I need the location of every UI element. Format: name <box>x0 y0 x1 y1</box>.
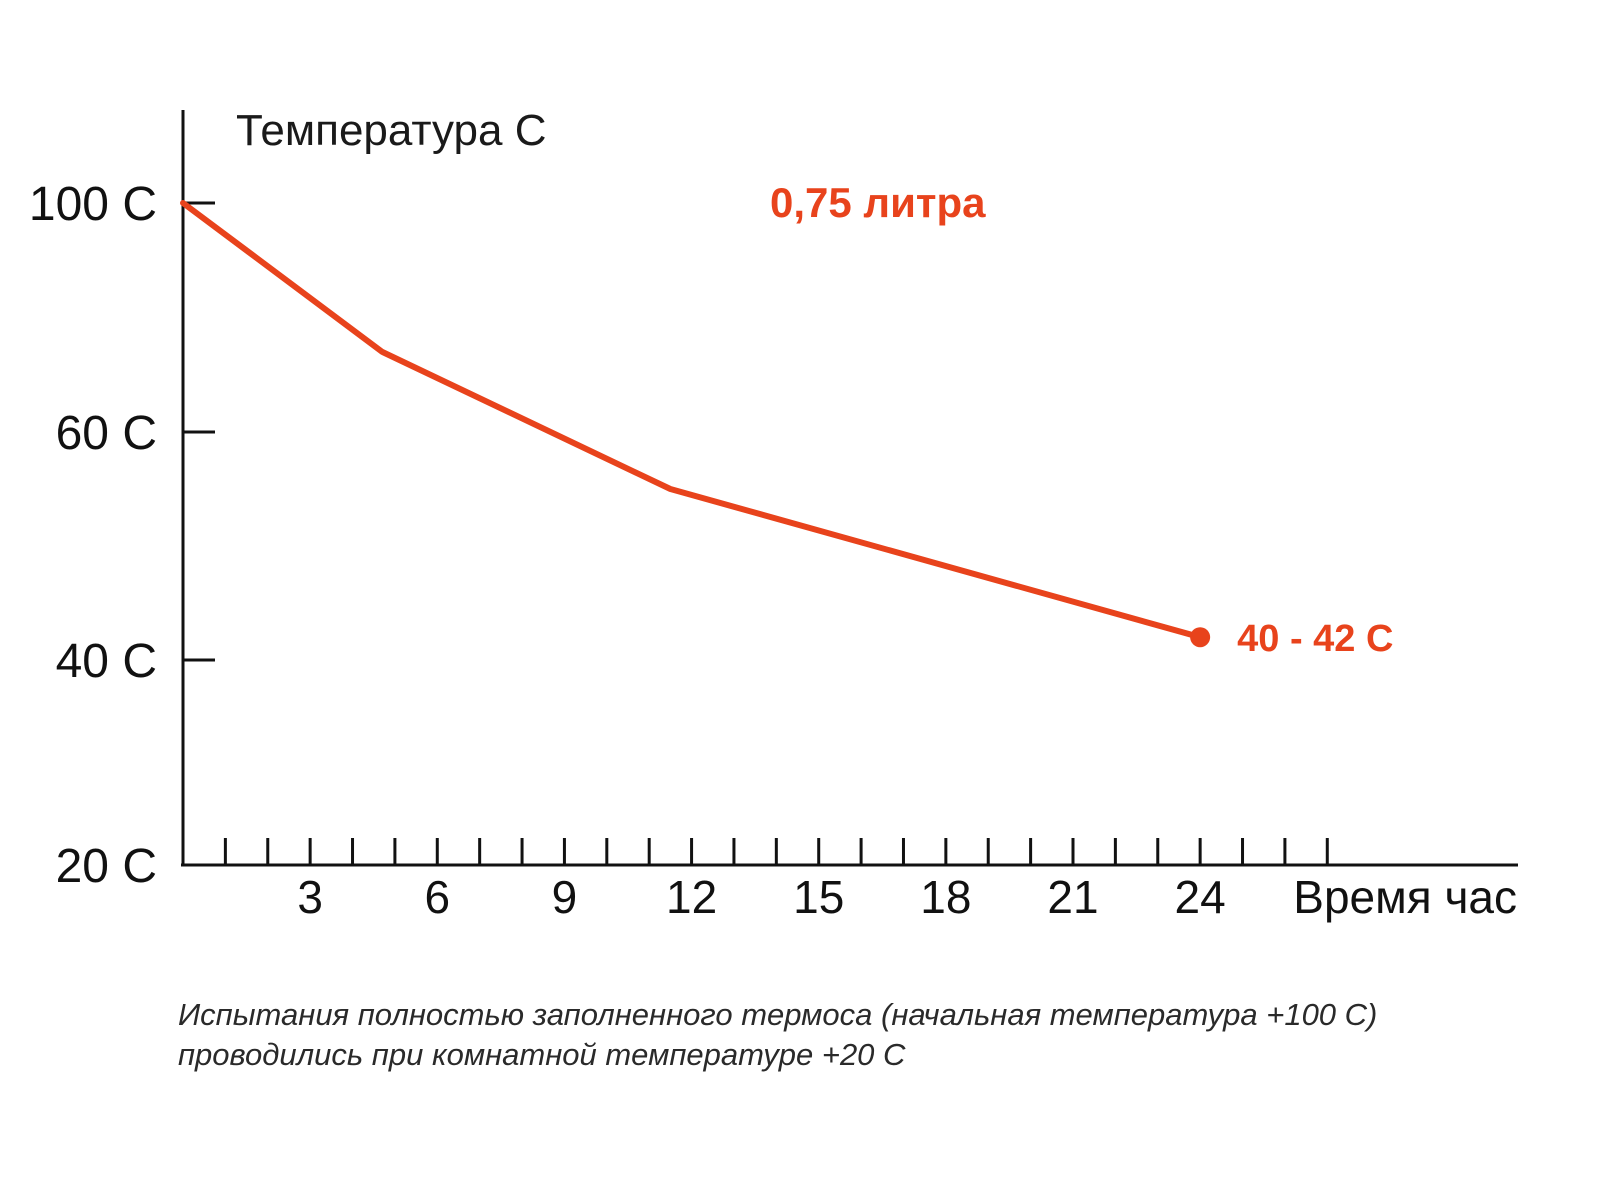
y-tick-label: 60 С <box>56 407 157 460</box>
x-tick-label: 3 <box>297 871 323 923</box>
chart-caption: Испытания полностью заполненного термоса… <box>178 995 1578 1075</box>
x-axis-title: Время час <box>1293 871 1517 923</box>
x-tick-label: 15 <box>793 871 844 923</box>
y-tick-label: 20 С <box>56 840 157 893</box>
y-ticks: 100 С 60 С 40 С 20 С <box>29 178 215 893</box>
caption-line-1: Испытания полностью заполненного термоса… <box>178 997 1378 1032</box>
x-tick-label: 21 <box>1047 871 1098 923</box>
axes <box>181 110 1518 867</box>
caption-line-2: проводились при комнатной температуре +2… <box>178 1037 906 1072</box>
y-tick-label: 100 С <box>29 178 157 231</box>
series-layer <box>180 200 1211 648</box>
x-tick-label: 18 <box>920 871 971 923</box>
x-ticks: 3 6 9 12 15 18 21 24 <box>223 838 1329 923</box>
series-line <box>180 200 1204 641</box>
series-label: 0,75 литра <box>770 179 986 226</box>
y-axis-title: Температура С <box>236 106 547 155</box>
end-value-label: 40 - 42 С <box>1237 618 1393 660</box>
series-end-point <box>1190 627 1211 648</box>
x-tick-label: 6 <box>424 871 450 923</box>
x-tick-label: 24 <box>1175 871 1226 923</box>
y-tick-label: 40 С <box>56 635 157 688</box>
x-tick-label: 12 <box>666 871 717 923</box>
x-tick-label: 9 <box>552 871 578 923</box>
